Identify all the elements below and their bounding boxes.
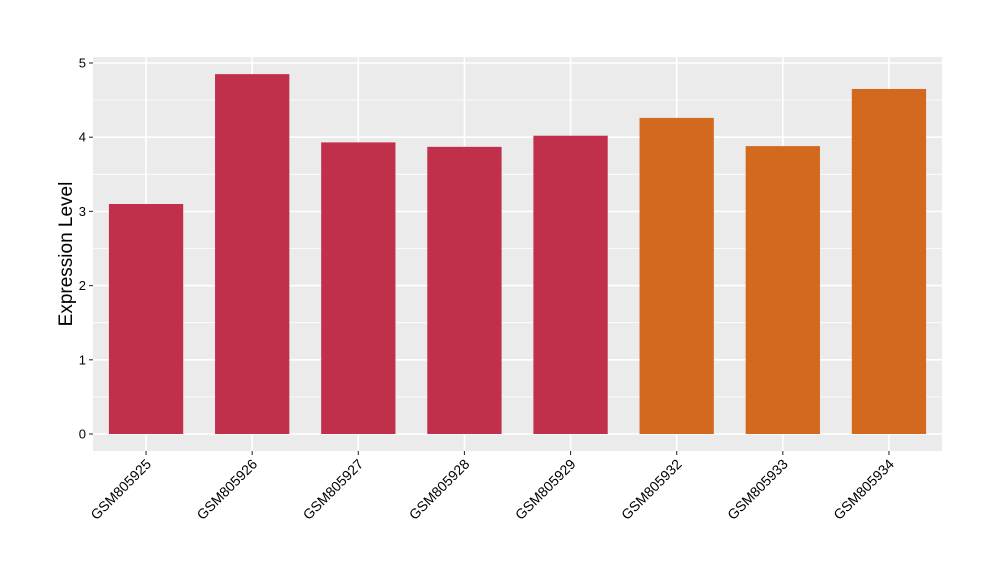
x-axis: GSM805925 GSM805926 GSM805927 GSM805928 GSM8…	[87, 451, 897, 523]
x-tick-label: GSM805926	[193, 456, 260, 523]
y-tick-label: 3	[79, 204, 86, 219]
bar-GSM805925	[108, 203, 184, 434]
y-tick-label: 5	[79, 56, 86, 71]
bars	[108, 74, 927, 435]
bar-GSM805928	[427, 146, 502, 434]
x-tick-label: GSM805925	[87, 456, 154, 523]
y-axis-label: Expression Level	[56, 182, 77, 327]
bar-GSM805926	[215, 74, 290, 434]
x-tick-label: GSM805927	[300, 456, 367, 523]
x-tick-label: GSM805932	[618, 456, 685, 523]
bar-GSM805933	[745, 146, 820, 434]
y-tick-label: 1	[79, 352, 86, 367]
y-tick-label: 2	[79, 278, 86, 293]
bar-GSM805934	[851, 88, 927, 434]
x-tick-label: GSM805928	[406, 456, 473, 523]
bar-GSM805932	[639, 117, 714, 435]
y-tick-label: 0	[79, 427, 86, 442]
bar-GSM805929	[533, 135, 608, 434]
x-tick-label: GSM805929	[512, 456, 579, 523]
x-tick-label: GSM805933	[724, 456, 791, 523]
bar-GSM805927	[321, 142, 396, 435]
x-tick-label: GSM805934	[830, 456, 897, 523]
y-tick-label: 4	[79, 130, 86, 145]
y-axis: 0 1 2 3 4 5	[79, 56, 93, 442]
